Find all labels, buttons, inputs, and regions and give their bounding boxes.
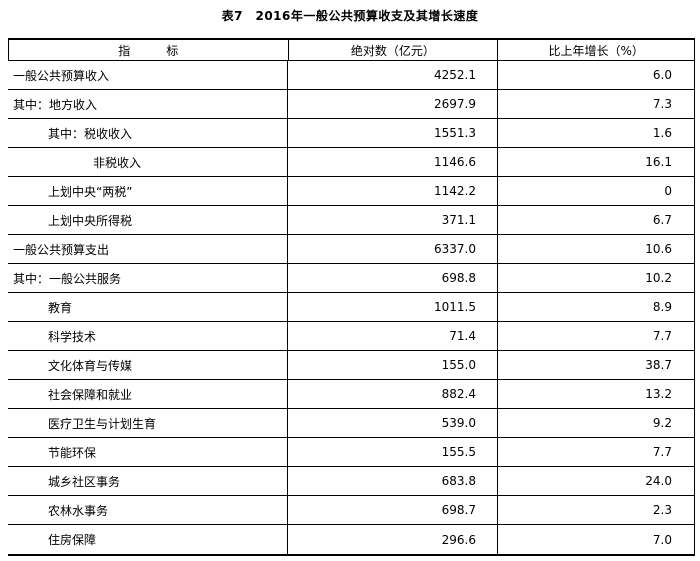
cell-growth-rate: 24.0 xyxy=(645,474,672,488)
cell-indicator: 上划中央所得税 xyxy=(8,206,288,234)
cell-absolute-value: 698.8 xyxy=(288,264,498,292)
cell-growth-rate: 1.6 xyxy=(652,126,672,140)
cell-absolute-value: 1551.3 xyxy=(288,119,498,147)
cell-indicator: 医疗卫生与计划生育 xyxy=(8,409,288,437)
cell-absolute-value: 683.8 xyxy=(288,467,498,495)
cell-growth-rate: 8.9 xyxy=(652,300,672,314)
table-row: 农林水事务 698.7 2.3 xyxy=(8,496,694,525)
cell-indicator: 教育 xyxy=(8,293,288,321)
table-header-row: 指 标 绝对数（亿元） 比上年增长（%） xyxy=(8,40,694,61)
cell-absolute-value: 71.4 xyxy=(288,322,498,350)
cell-indicator: 文化体育与传媒 xyxy=(8,351,288,379)
page-title: 表7 2016年一般公共预算收支及其增长速度 xyxy=(221,9,479,23)
cell-absolute-value: 1142.2 xyxy=(288,177,498,205)
cell-growth-rate: 38.7 xyxy=(645,358,672,372)
table-row: 一般公共预算支出 6337.0 10.6 xyxy=(8,235,694,264)
cell-growth-rate: 0 xyxy=(664,184,672,198)
header-growth-rate: 比上年增长（%） xyxy=(548,43,644,58)
table-row: 其中：地方收入 2697.9 7.3 xyxy=(8,90,694,119)
cell-absolute-value: 1146.6 xyxy=(288,148,498,176)
table-row: 上划中央“两税” 1142.2 0 xyxy=(8,177,694,206)
cell-growth-rate: 16.1 xyxy=(645,155,672,169)
cell-absolute-value: 698.7 xyxy=(288,496,498,524)
cell-growth-rate: 6.7 xyxy=(652,213,672,227)
table-row: 其中：一般公共服务 698.8 10.2 xyxy=(8,264,694,293)
table-row: 科学技术 71.4 7.7 xyxy=(8,322,694,351)
cell-indicator: 农林水事务 xyxy=(8,496,288,524)
table-row: 社会保障和就业 882.4 13.2 xyxy=(8,380,694,409)
table-row: 医疗卫生与计划生育 539.0 9.2 xyxy=(8,409,694,438)
cell-indicator: 其中：地方收入 xyxy=(8,90,288,118)
table-row: 一般公共预算收入 4252.1 6.0 xyxy=(8,61,694,90)
cell-absolute-value: 6337.0 xyxy=(288,235,498,263)
budget-table: 指 标 绝对数（亿元） 比上年增长（%） 一般公共预算收入 4252.1 6.0… xyxy=(8,38,695,556)
cell-absolute-value: 2697.9 xyxy=(288,90,498,118)
cell-indicator: 社会保障和就业 xyxy=(8,380,288,408)
header-absolute-value: 绝对数（亿元） xyxy=(289,40,499,60)
cell-growth-rate: 7.3 xyxy=(652,97,672,111)
cell-growth-rate: 10.2 xyxy=(645,271,672,285)
cell-growth-rate: 7.0 xyxy=(652,532,672,547)
table-row: 上划中央所得税 371.1 6.7 xyxy=(8,206,694,235)
cell-indicator: 其中：税收收入 xyxy=(8,119,288,147)
table-row: 文化体育与传媒 155.0 38.7 xyxy=(8,351,694,380)
cell-indicator: 一般公共预算收入 xyxy=(8,61,288,89)
cell-absolute-value: 539.0 xyxy=(288,409,498,437)
cell-growth-rate: 10.6 xyxy=(645,242,672,256)
cell-indicator: 一般公共预算支出 xyxy=(8,235,288,263)
cell-absolute-value: 371.1 xyxy=(288,206,498,234)
cell-absolute-value: 155.5 xyxy=(288,438,498,466)
cell-indicator: 科学技术 xyxy=(8,322,288,350)
table-row: 非税收入 1146.6 16.1 xyxy=(8,148,694,177)
cell-indicator: 节能环保 xyxy=(8,438,288,466)
page: 表7 2016年一般公共预算收支及其增长速度 指 标 绝对数（亿元） 比上年增长… xyxy=(0,9,700,561)
cell-indicator: 上划中央“两税” xyxy=(8,177,288,205)
cell-growth-rate: 13.2 xyxy=(645,387,672,401)
cell-indicator: 其中：一般公共服务 xyxy=(8,264,288,292)
cell-indicator: 城乡社区事务 xyxy=(8,467,288,495)
cell-indicator: 非税收入 xyxy=(8,148,288,176)
cell-indicator: 住房保障 xyxy=(8,525,288,554)
cell-absolute-value: 1011.5 xyxy=(288,293,498,321)
table-row: 住房保障 296.6 7.0 xyxy=(8,525,694,554)
table-body: 一般公共预算收入 4252.1 6.0 其中：地方收入 2697.9 7.3 其… xyxy=(8,61,694,554)
cell-growth-rate: 7.7 xyxy=(652,329,672,343)
table-row: 城乡社区事务 683.8 24.0 xyxy=(8,467,694,496)
cell-absolute-value: 4252.1 xyxy=(288,61,498,89)
cell-growth-rate: 2.3 xyxy=(652,503,672,517)
cell-growth-rate: 6.0 xyxy=(652,68,672,82)
table-row: 教育 1011.5 8.9 xyxy=(8,293,694,322)
table-row: 节能环保 155.5 7.7 xyxy=(8,438,694,467)
header-indicator: 指 标 xyxy=(9,40,289,60)
cell-growth-rate: 9.2 xyxy=(652,416,672,430)
table-row: 其中：税收收入 1551.3 1.6 xyxy=(8,119,694,148)
cell-absolute-value: 155.0 xyxy=(288,351,498,379)
cell-absolute-value: 882.4 xyxy=(288,380,498,408)
cell-growth-rate: 7.7 xyxy=(652,445,672,459)
cell-absolute-value: 296.6 xyxy=(288,525,498,554)
